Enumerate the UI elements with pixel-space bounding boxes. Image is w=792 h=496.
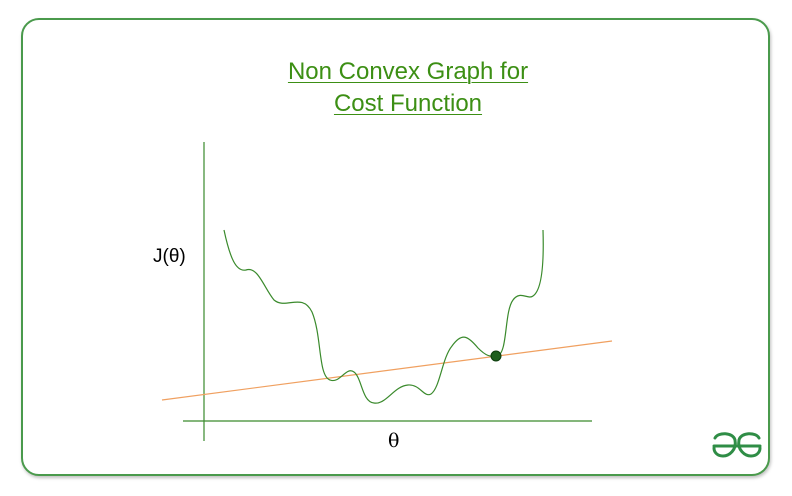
geeksforgeeks-logo-icon	[712, 432, 762, 458]
cost-curve	[223, 229, 544, 404]
diagram-title: Non Convex Graph for Cost Function	[0, 56, 792, 120]
card-frame	[21, 18, 770, 476]
tangent-point	[490, 350, 502, 362]
title-line-2: Cost Function	[333, 90, 483, 117]
y-axis-label: J(θ)	[153, 246, 186, 267]
x-axis-label: θ	[388, 430, 400, 452]
title-line-1: Non Convex Graph for	[287, 58, 529, 85]
tangent-line	[161, 340, 613, 401]
